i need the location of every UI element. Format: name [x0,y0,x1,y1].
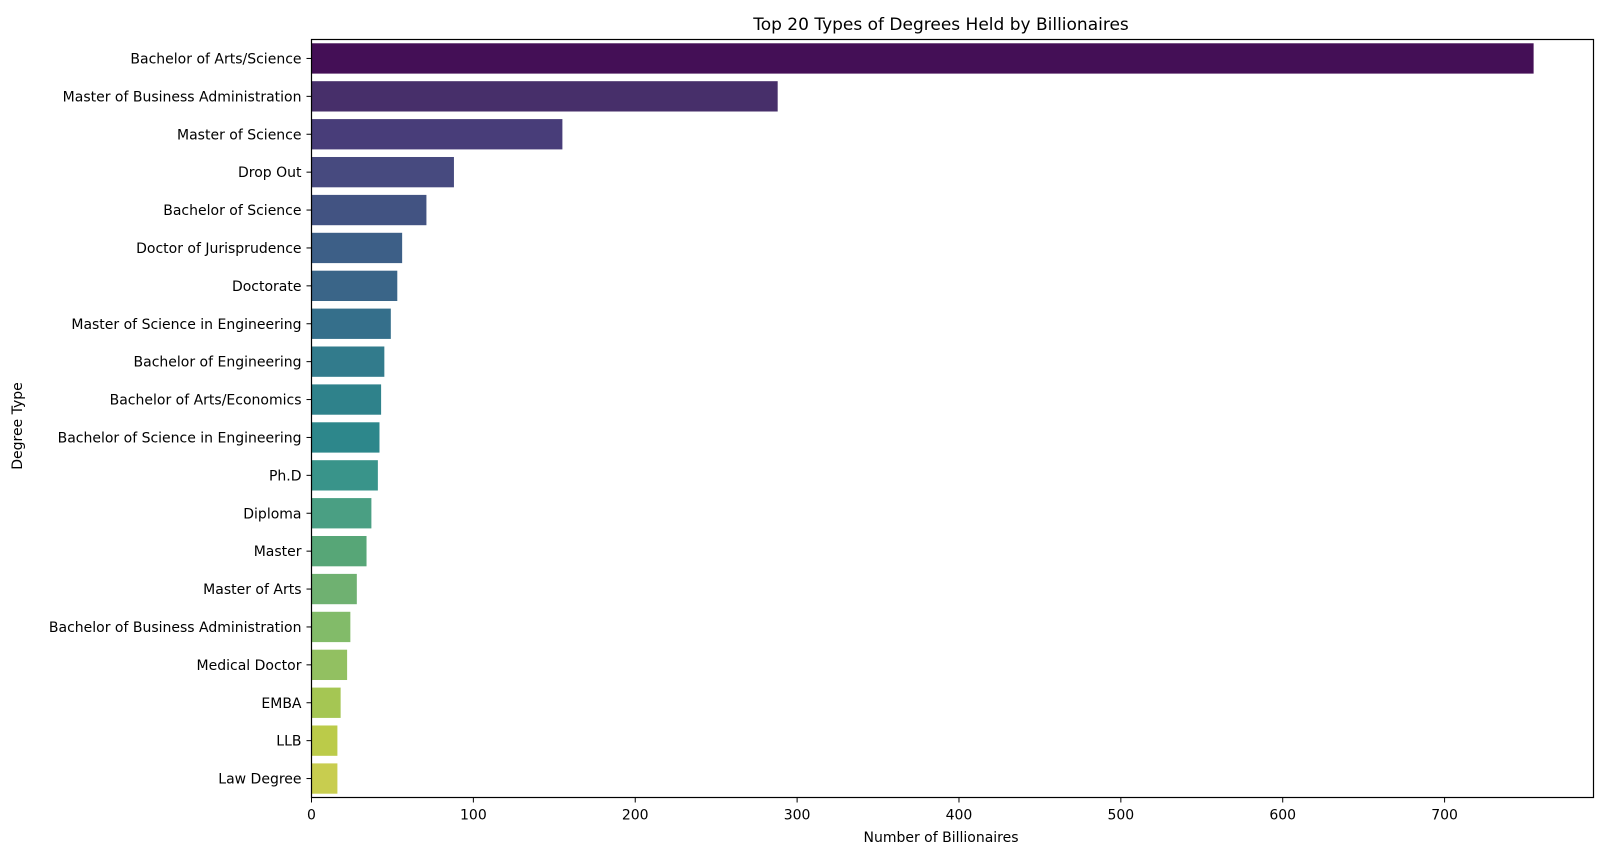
y-tick-label: Master of Science in Engineering [71,317,301,333]
bar [311,308,391,339]
y-tick-label: Ph.D [269,468,302,484]
bar [311,384,382,415]
y-tick-label: Master of Science [177,127,301,143]
y-axis-label: Degree Type [10,382,26,470]
y-tick-label: Bachelor of Arts/Economics [110,393,302,409]
y-tick-label: Doctorate [232,279,302,295]
y-axis-ticks: Bachelor of Arts/Science Master of Busine… [49,51,312,788]
y-tick-label: Bachelor of Business Administration [49,620,302,636]
y-tick-label: Master of Business Administration [63,89,302,105]
x-tick-label: 600 [1269,808,1296,824]
y-tick-label: Bachelor of Engineering [134,355,302,371]
x-tick-label: 100 [460,808,487,824]
bar [311,725,338,756]
bar [311,498,372,529]
y-tick-label: Doctor of Jurisprudence [136,241,301,257]
bar [311,573,357,605]
chart-title: Top 20 Types of Degrees Held by Billiona… [752,15,1129,35]
y-tick-label: Law Degree [218,772,301,788]
y-tick-label: Master of Arts [203,582,301,598]
bar [311,687,341,718]
bar [311,270,398,302]
x-tick-label: 300 [784,808,811,824]
bar [311,460,378,491]
y-tick-label: Bachelor of Science [163,203,301,219]
x-axis-label: Number of Billionaires [863,830,1018,846]
x-tick-label: 0 [307,808,316,824]
y-tick-label: Master [254,544,302,560]
x-tick-label: 700 [1431,808,1458,824]
x-axis-ticks: 0 100 200 300 400 500 600 700 [307,797,1458,824]
y-tick-label: Diploma [243,506,301,522]
plot-frame [310,38,1595,799]
bars-group [311,43,1534,794]
bar [311,232,403,264]
y-tick-label: Drop Out [238,165,302,181]
bar [311,422,380,453]
x-tick-label: 500 [1107,808,1134,824]
y-tick-label: Medical Doctor [197,658,302,674]
bar [311,194,427,226]
bar [311,535,367,567]
y-tick-label: Bachelor of Science in Engineering [58,430,302,446]
bar [311,156,454,188]
bar [311,346,385,377]
bar [311,43,1534,74]
bar [311,763,338,794]
y-tick-label: Bachelor of Arts/Science [130,51,301,67]
y-tick-label: LLB [276,734,301,750]
bar [311,649,348,681]
y-tick-label: EMBA [261,696,302,712]
bar [311,81,778,112]
bar [311,119,563,150]
bar [311,611,351,643]
x-tick-label: 400 [946,808,973,824]
x-tick-label: 200 [622,808,649,824]
